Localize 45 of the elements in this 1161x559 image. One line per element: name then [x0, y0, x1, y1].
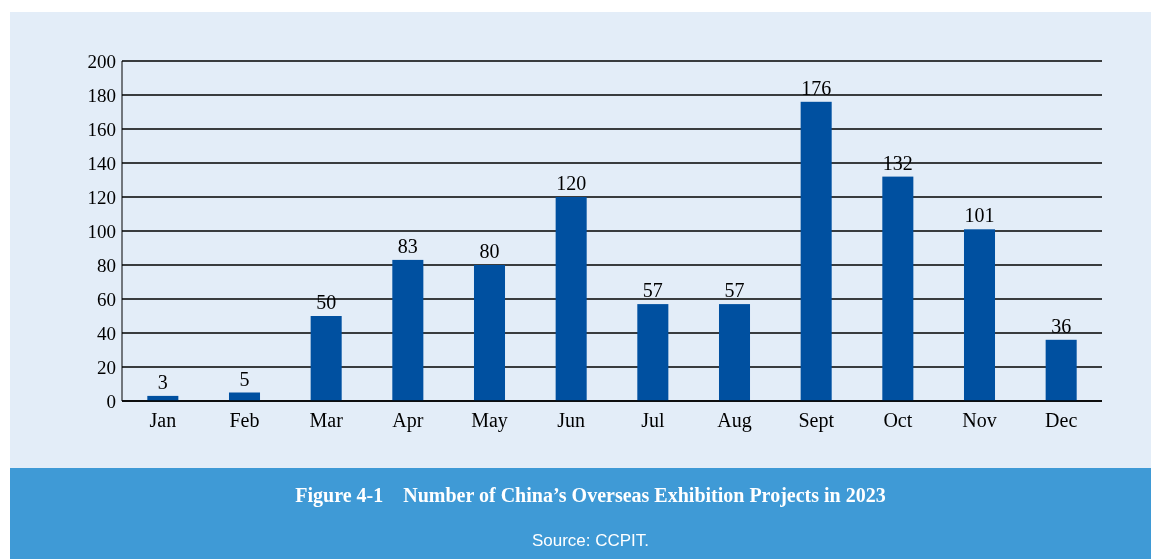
data-label: 3: [157, 370, 168, 393]
data-label: 57: [724, 279, 745, 302]
text: Figure 4-1 Number of China’s Overseas Exhibition Projects in 2023: [295, 484, 886, 507]
x-tick-label: Feb: [229, 409, 260, 431]
x-tick-label: Jan: [149, 409, 177, 431]
bar: [473, 265, 506, 401]
x-tick-label: Oct: [883, 409, 913, 431]
x-tick-label: Nov: [962, 409, 997, 431]
bar: [310, 316, 342, 401]
data-label: 83: [397, 234, 418, 257]
data-label: 36: [1051, 314, 1072, 337]
data-label: 80: [479, 240, 500, 262]
y-tick-label: 60: [97, 288, 116, 310]
y-tick-label: 180: [87, 84, 116, 106]
y-tick-label: 140: [87, 152, 116, 174]
x-tick-label: Jun: [557, 409, 586, 431]
y-tick-label: 20: [97, 356, 116, 378]
data-label: 120: [556, 172, 587, 194]
y-tick-label: 80: [97, 254, 116, 276]
data-label: 176: [801, 76, 832, 99]
y-tick-label: 120: [87, 186, 116, 208]
x-tick-label: Dec: [1045, 409, 1078, 431]
y-tick-label: 40: [97, 322, 116, 344]
data-label: 101: [964, 204, 995, 227]
x-tick-label: Aug: [717, 409, 752, 432]
source-note: Source: CCPIT.: [531, 531, 650, 550]
bar: [1045, 339, 1077, 401]
x-tick-label: Jul: [641, 409, 665, 431]
data-label: 57: [642, 279, 663, 302]
x-tick-label: Sept: [798, 409, 835, 432]
bar: [800, 101, 832, 401]
y-tick-label: 0: [106, 390, 116, 412]
data-label: 5: [239, 367, 250, 390]
bar: [392, 259, 424, 401]
x-tick-label: Apr: [392, 409, 424, 432]
bar: [963, 229, 996, 401]
bar: [882, 176, 914, 401]
y-tick-label: 100: [87, 220, 116, 242]
bar: [637, 304, 669, 401]
bar: [555, 197, 587, 401]
bar: [718, 304, 751, 401]
x-tick-label: Mar: [309, 409, 344, 431]
y-tick-label: 200: [87, 50, 116, 72]
y-tick-label: 160: [87, 118, 116, 140]
x-tick-label: May: [471, 409, 508, 432]
